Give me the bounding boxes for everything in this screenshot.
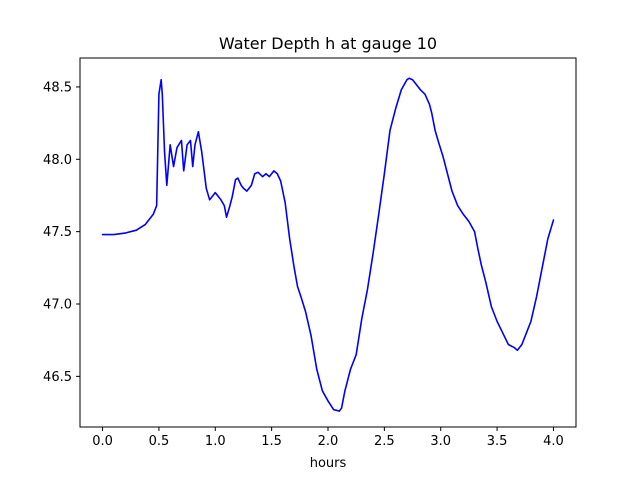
x-tick-label: 4.0: [543, 434, 564, 449]
x-tick-label: 0.0: [92, 434, 113, 449]
chart-title: Water Depth h at gauge 10: [219, 34, 437, 53]
y-tick-label: 48.0: [43, 153, 72, 168]
x-tick-label: 3.5: [487, 434, 508, 449]
x-tick-label: 0.5: [149, 434, 170, 449]
y-tick-label: 48.5: [43, 80, 72, 95]
y-tick-label: 47.0: [43, 298, 72, 313]
plot-frame: [79, 57, 577, 428]
series-layer: [101, 77, 555, 412]
x-tick-label: 1.5: [261, 434, 282, 449]
x-tick-label: 2.5: [374, 434, 395, 449]
y-tick-label: 47.5: [43, 225, 72, 240]
axis-ticks: 0.0 0.5 1.0 1.5 2.0 2.5 3.0 3.5 4.0 46.5 47.0 47.5 4…: [43, 80, 564, 449]
x-tick-label: 3.0: [430, 434, 451, 449]
y-tick-label: 46.5: [43, 370, 72, 385]
x-tick-label: 1.0: [205, 434, 226, 449]
series-line: [101, 77, 555, 412]
x-axis-label: hours: [310, 456, 347, 471]
x-tick-label: 2.0: [318, 434, 339, 449]
